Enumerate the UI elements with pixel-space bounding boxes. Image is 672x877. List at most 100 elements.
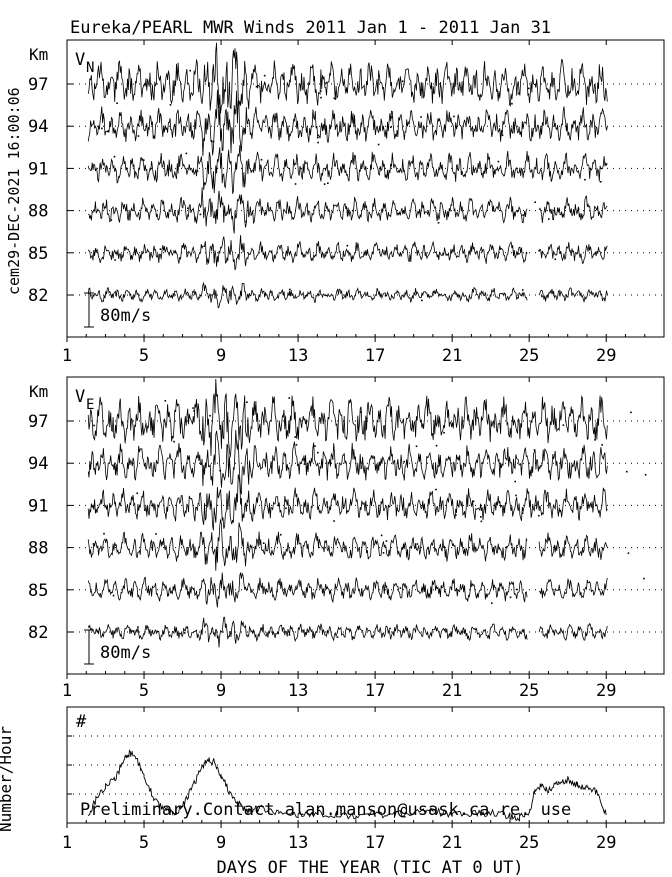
height-unit-label: Km	[29, 45, 48, 64]
isolated-point	[137, 626, 139, 628]
isolated-point	[199, 213, 202, 216]
panel-east: 1 5 9 13 17 21 25 29 Km V E 82 85 88 91 94 97 80m/s	[28, 376, 665, 701]
count-corner-label: #	[76, 712, 87, 732]
isolated-point	[509, 596, 512, 599]
height-tick-label: 97	[28, 75, 48, 95]
height-tick-label: 88	[28, 539, 48, 559]
isolated-point	[116, 102, 118, 104]
isolated-point	[538, 514, 540, 517]
isolated-point	[285, 507, 287, 510]
isolated-point	[435, 444, 438, 447]
height-tick-label: 97	[28, 412, 48, 432]
isolated-point	[541, 295, 543, 298]
isolated-point	[384, 295, 387, 297]
isolated-point	[192, 407, 194, 409]
isolated-point	[435, 488, 437, 491]
panel-frame	[66, 39, 665, 338]
isolated-point	[521, 512, 524, 514]
isolated-point	[594, 439, 596, 441]
x-tick-label: 21	[442, 681, 462, 701]
panel-count: 1 5 9 13 17 21 25 29 Number/Hour # Preliminary.Con…	[0, 706, 665, 853]
isolated-point	[234, 109, 236, 112]
isolated-point	[480, 516, 482, 518]
isolated-point	[212, 140, 215, 143]
wind-trace-82km	[87, 616, 608, 648]
isolated-point	[319, 90, 322, 92]
x-tick-label: 1	[62, 833, 72, 853]
isolated-point	[517, 92, 520, 95]
isolated-point	[499, 248, 502, 250]
isolated-point	[577, 208, 580, 210]
isolated-point	[92, 543, 95, 545]
x-tick-label: 9	[216, 833, 226, 853]
wind-trace-88km	[88, 187, 608, 234]
scale-bar-label: 80m/s	[100, 643, 151, 663]
isolated-point	[304, 295, 307, 297]
isolated-point	[159, 248, 162, 250]
isolated-point	[538, 249, 540, 252]
x-tick-label: 5	[139, 833, 149, 853]
wind-trace-82km	[87, 281, 608, 309]
x-axis-label: DAYS OF THE YEAR (TIC AT 0 UT)	[216, 858, 523, 877]
isolated-point	[316, 136, 319, 139]
count-trace	[87, 748, 607, 822]
isolated-point	[219, 469, 221, 472]
isolated-point	[263, 74, 266, 77]
isolated-point	[421, 299, 423, 302]
isolated-point	[333, 520, 335, 522]
isolated-point	[599, 181, 602, 183]
isolated-point	[533, 449, 536, 451]
height-tick-label: 85	[28, 244, 48, 264]
isolated-point	[320, 96, 322, 99]
isolated-point	[93, 424, 95, 427]
isolated-point	[294, 183, 297, 185]
x-tick-label: 21	[442, 833, 462, 853]
wind-trace-88km	[87, 519, 608, 571]
isolated-point	[380, 534, 383, 537]
isolated-point	[314, 445, 316, 447]
isolated-point	[481, 173, 483, 175]
isolated-point	[279, 533, 282, 536]
isolated-point	[403, 460, 406, 463]
isolated-point	[101, 127, 103, 130]
isolated-point	[385, 540, 388, 542]
x-tick-label: 5	[139, 346, 149, 366]
isolated-point	[389, 126, 392, 129]
x-tick-label: 29	[596, 346, 616, 366]
isolated-point	[465, 255, 467, 257]
isolated-point	[548, 218, 550, 220]
isolated-point	[625, 470, 628, 473]
isolated-point	[288, 288, 291, 291]
isolated-point	[327, 182, 329, 185]
isolated-point	[521, 289, 524, 291]
x-tick-label: 13	[288, 346, 308, 366]
isolated-point	[534, 201, 537, 204]
height-tick-label: 91	[28, 496, 48, 516]
isolated-point	[515, 494, 517, 497]
isolated-point	[627, 552, 630, 554]
isolated-point	[167, 593, 170, 596]
isolated-point	[437, 465, 439, 468]
isolated-point	[455, 514, 457, 516]
isolated-point	[113, 155, 116, 158]
x-tick-label: 21	[442, 346, 462, 366]
isolated-point	[562, 424, 565, 426]
height-tick-label: 94	[28, 117, 48, 137]
isolated-point	[515, 588, 518, 591]
wind-trace-94km	[87, 89, 608, 157]
isolated-point	[453, 115, 455, 118]
count-y-label: Number/Hour	[0, 726, 15, 832]
isolated-point	[415, 445, 418, 448]
height-tick-label: 85	[28, 581, 48, 601]
isolated-point	[472, 500, 475, 503]
wind-trace-85km	[87, 572, 608, 608]
isolated-point	[584, 178, 586, 181]
isolated-point	[401, 80, 404, 83]
isolated-point	[382, 552, 385, 554]
wind-trace-97km	[87, 378, 608, 458]
isolated-point	[334, 98, 337, 100]
component-subscript: E	[86, 397, 94, 413]
height-tick-label: 82	[28, 623, 48, 643]
isolated-point	[255, 85, 258, 88]
